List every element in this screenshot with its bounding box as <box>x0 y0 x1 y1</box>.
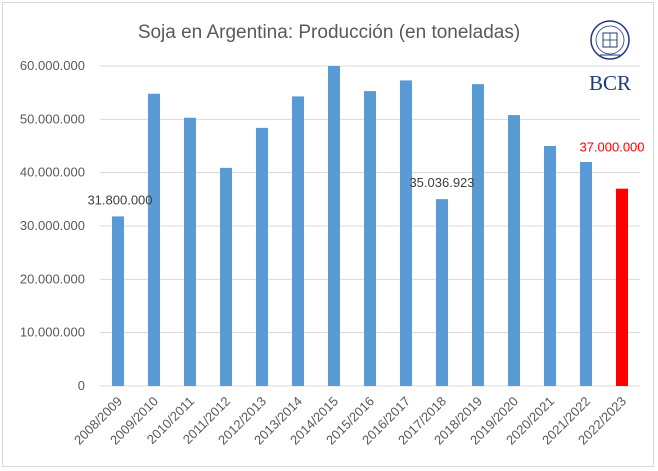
data-labels: 31.800.000 35.036.923 37.000.000 <box>87 140 644 208</box>
bar <box>328 66 340 386</box>
bar <box>220 167 232 386</box>
bcr-logo: BCR <box>589 20 631 95</box>
chart-title: Soja en Argentina: Producción (en tonela… <box>138 22 520 43</box>
data-label: 31.800.000 <box>87 192 152 207</box>
bar <box>580 162 592 386</box>
bar <box>400 80 412 387</box>
bar <box>292 96 304 387</box>
bar <box>256 127 268 386</box>
y-tick-label: 0 <box>78 378 85 393</box>
y-axis-ticks: 0 10.000.000 20.000.000 30.000.000 40.000.00… <box>20 58 85 393</box>
bcr-seal-icon <box>590 20 630 60</box>
y-tick-label: 50.000.000 <box>20 111 85 126</box>
y-tick-label: 20.000.000 <box>20 271 85 286</box>
y-tick-label: 40.000.000 <box>20 165 85 180</box>
bar <box>148 93 160 386</box>
bars <box>112 66 628 387</box>
bar <box>184 117 196 386</box>
bar <box>616 188 628 386</box>
bcr-logo-text: BCR <box>589 71 631 95</box>
bar <box>508 115 520 387</box>
y-tick-label: 30.000.000 <box>20 218 85 233</box>
bar <box>436 199 448 386</box>
data-label: 35.036.923 <box>409 175 474 190</box>
bar <box>472 84 484 386</box>
y-tick-label: 60.000.000 <box>20 58 85 73</box>
bar <box>544 146 556 386</box>
bar <box>364 91 376 387</box>
data-label: 37.000.000 <box>579 140 644 155</box>
bar <box>112 216 124 386</box>
x-axis-ticks: 2008/20092009/20102010/20112011/20122012… <box>71 394 629 448</box>
y-tick-label: 10.000.000 <box>20 325 85 340</box>
